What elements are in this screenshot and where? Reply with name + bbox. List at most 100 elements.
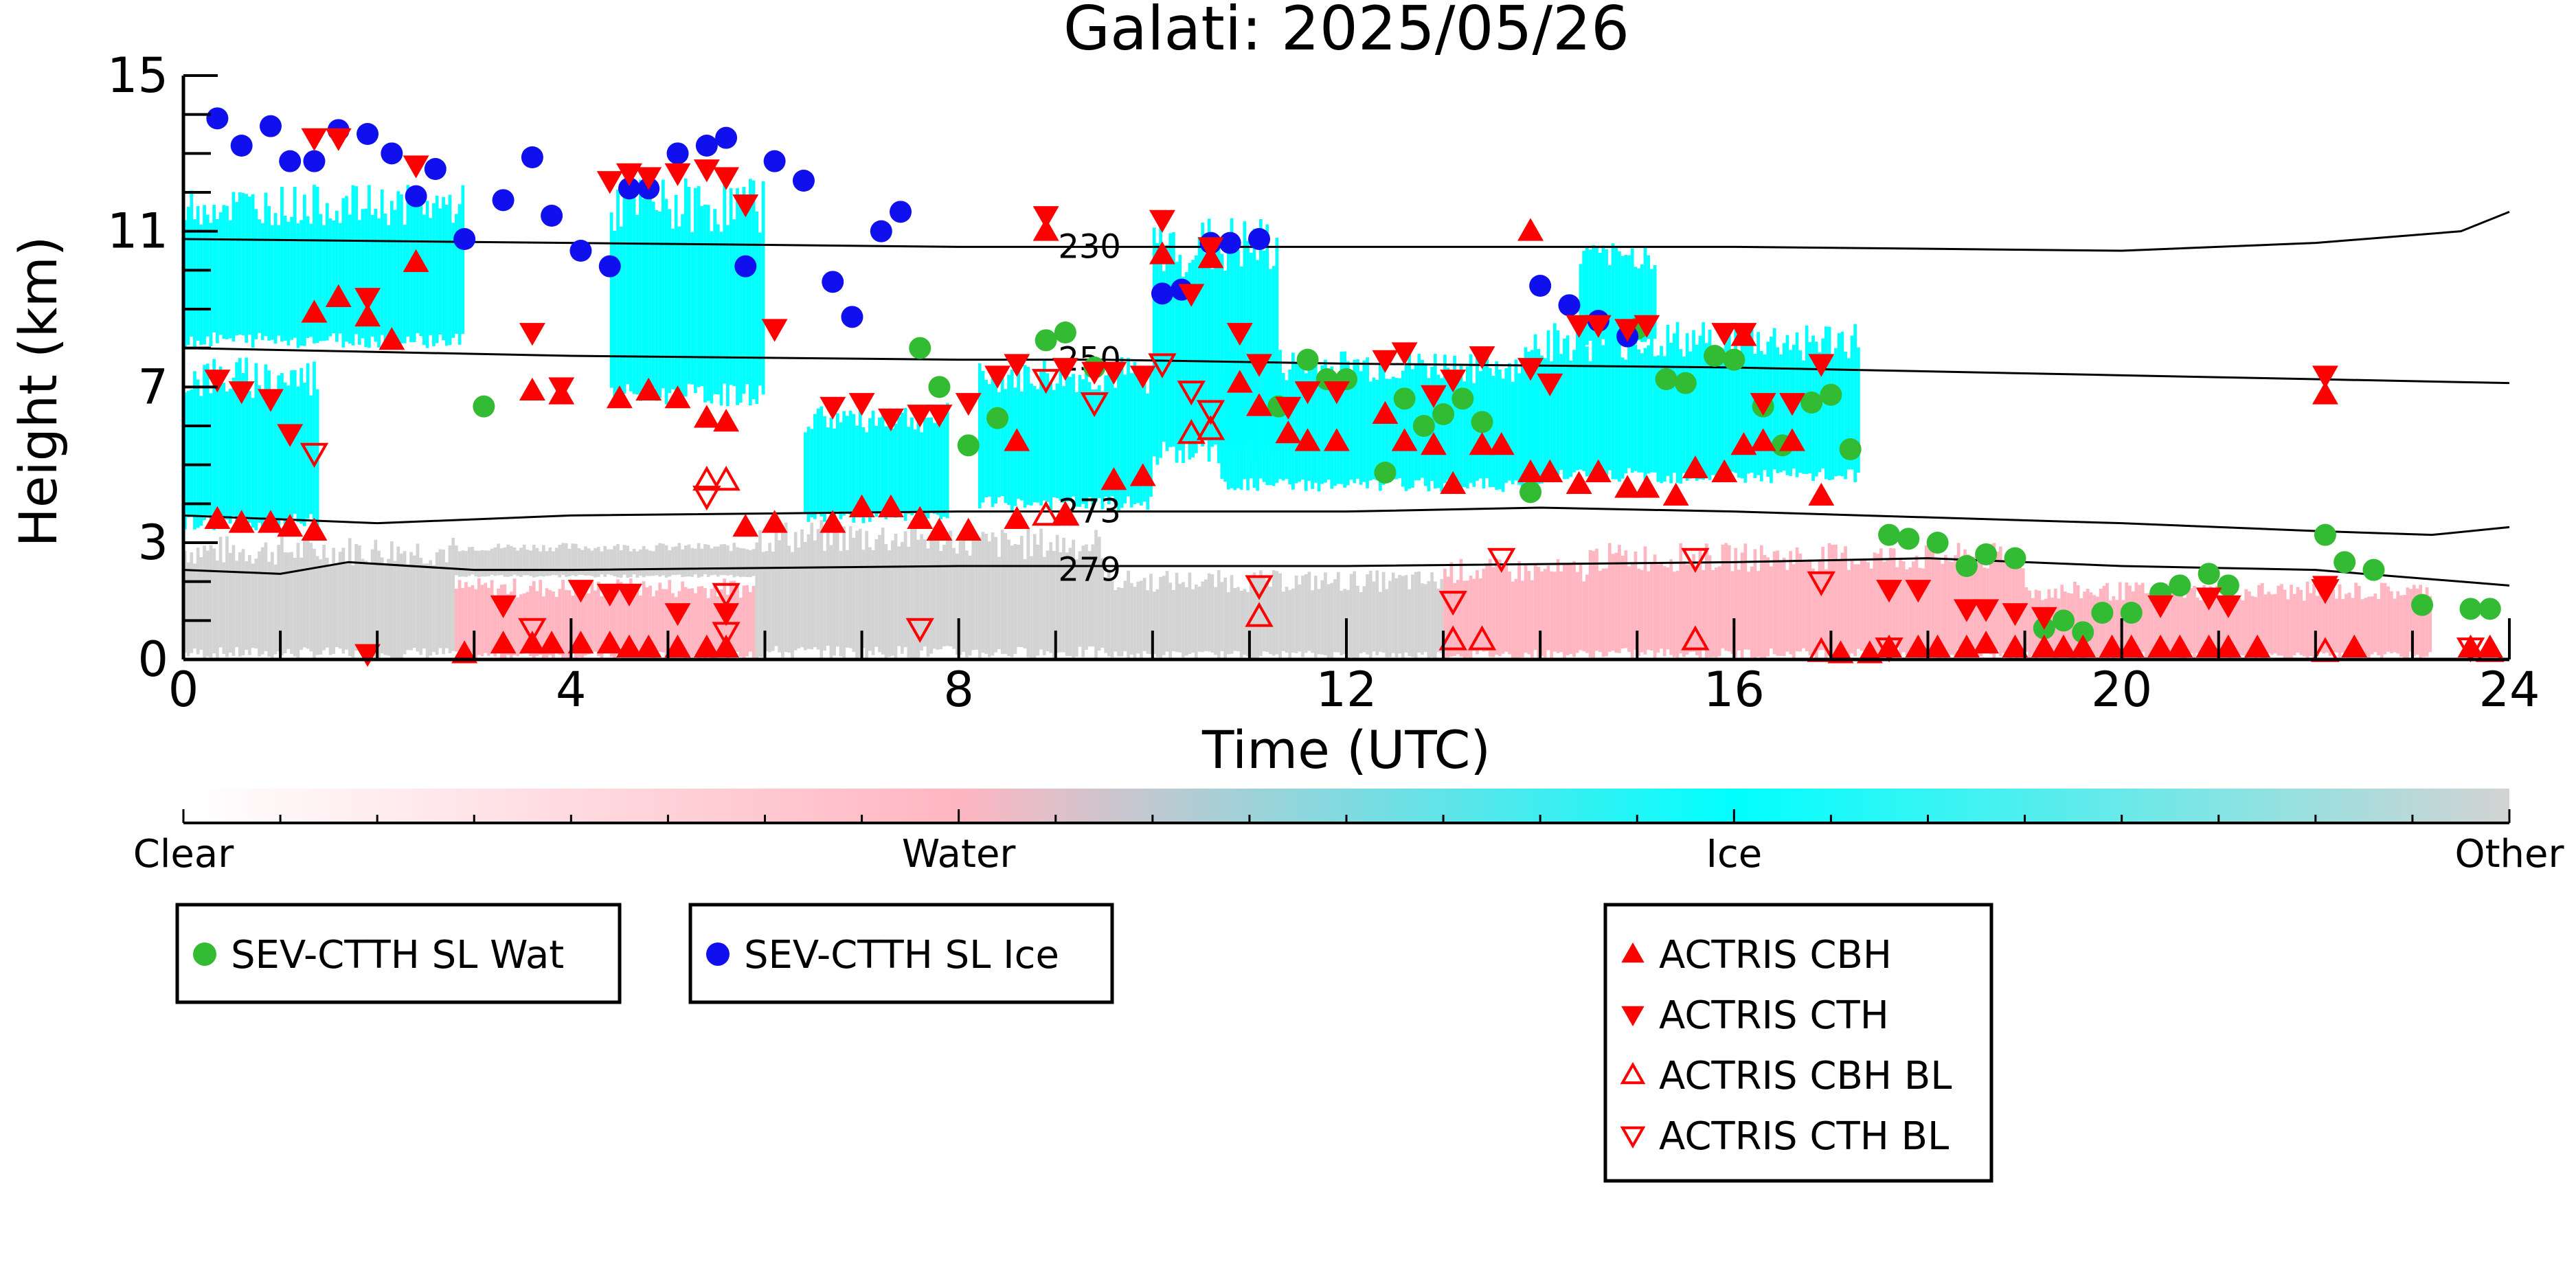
data-point [1674, 372, 1697, 394]
field-column [1340, 351, 1344, 484]
data-point [1031, 369, 1061, 394]
field-column [300, 220, 304, 346]
field-column [422, 563, 426, 649]
field-column [438, 208, 442, 335]
field-column [216, 219, 219, 343]
field-column [1533, 563, 1537, 651]
field-column [1123, 580, 1127, 652]
data-point [1488, 432, 1515, 455]
field-column [455, 589, 458, 652]
field-column [1168, 233, 1173, 447]
data-point [2147, 634, 2174, 657]
field-column [313, 548, 316, 659]
data-point [2459, 598, 2482, 620]
field-column [332, 547, 336, 655]
data-point [1391, 342, 1418, 365]
field-column [1356, 585, 1359, 658]
field-column [322, 225, 326, 341]
field-column [222, 383, 226, 519]
field-column [1375, 380, 1379, 481]
field-column [681, 581, 684, 655]
field-column [1485, 565, 1489, 651]
field-column [719, 544, 723, 576]
data-point [1800, 392, 1823, 414]
field-column [1675, 570, 1680, 659]
data-point [1149, 241, 1175, 264]
field-column [648, 585, 652, 657]
field-column [1618, 251, 1621, 340]
data-point [890, 201, 912, 223]
field-column [1259, 218, 1263, 453]
data-point [424, 158, 447, 180]
field-column [2218, 598, 2222, 654]
field-column [497, 588, 500, 652]
data-point [1421, 432, 1447, 455]
field-column [1782, 343, 1786, 471]
field-column [1275, 571, 1279, 655]
field-column [345, 562, 348, 650]
field-column [797, 547, 801, 648]
field-column [432, 565, 436, 653]
data-point [2312, 381, 2338, 405]
field-column [309, 395, 313, 515]
field-column [374, 539, 378, 658]
field-column [1634, 267, 1638, 344]
field-column [901, 541, 904, 654]
field-column [1172, 232, 1175, 447]
data-point [1827, 640, 1854, 664]
field-column [280, 372, 284, 521]
field-column [803, 432, 807, 514]
field-column [1914, 555, 1919, 651]
field-column [1566, 564, 1570, 655]
field-column [842, 411, 846, 516]
field-column [878, 417, 881, 514]
field-column [2002, 561, 2006, 653]
field-column [2309, 593, 2313, 657]
data-point [206, 107, 229, 130]
field-column [1049, 542, 1053, 653]
field-column [325, 557, 329, 648]
field-column [1611, 326, 1615, 479]
field-column [2076, 585, 2080, 655]
field-column [1763, 554, 1767, 658]
data-point [303, 150, 326, 172]
field-column [516, 597, 520, 657]
field-column [1443, 568, 1447, 659]
field-column [396, 546, 400, 659]
field-column [1662, 566, 1667, 657]
field-column [277, 225, 281, 336]
field-column [994, 536, 998, 653]
field-column [1527, 571, 1531, 655]
field-column [1863, 560, 1867, 657]
field-column [1750, 329, 1754, 473]
data-point [2002, 634, 2029, 657]
field-column [1042, 556, 1046, 655]
data-point [1177, 419, 1206, 444]
field-column [361, 209, 365, 339]
field-column [587, 548, 591, 576]
field-column [1789, 350, 1792, 477]
field-column [1798, 350, 1803, 473]
field-column [1469, 575, 1473, 659]
data-point [692, 486, 721, 511]
field-column [1120, 357, 1124, 508]
field-column [1734, 326, 1738, 473]
data-point [1081, 361, 1108, 385]
field-column [2399, 595, 2403, 657]
field-column [658, 583, 662, 652]
field-column [205, 550, 210, 657]
field-column [1078, 551, 1082, 647]
field-column [2254, 597, 2258, 659]
field-column [1204, 253, 1208, 441]
field-column [2202, 585, 2206, 654]
field-column [791, 552, 794, 658]
data-point [521, 146, 543, 168]
field-column [616, 190, 620, 394]
field-column [903, 408, 907, 521]
field-column [429, 218, 433, 335]
legend-frame [688, 903, 1114, 1004]
data-point [490, 631, 517, 654]
field-column [231, 377, 236, 517]
field-column [2176, 586, 2180, 654]
data-point [2167, 634, 2193, 657]
